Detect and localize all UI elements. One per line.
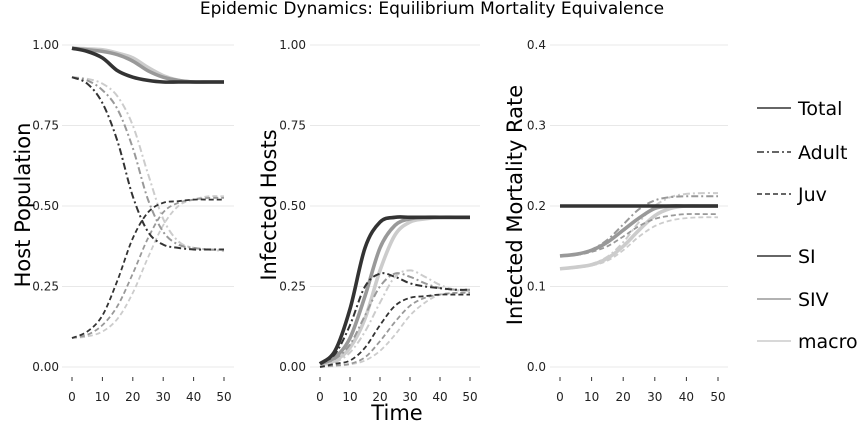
y-tick-label: 0.3 <box>527 119 546 133</box>
y-tick-labels: 0.00 0.25 0.50 0.75 1.00 <box>32 38 59 374</box>
y-tick-label: 0.00 <box>279 360 306 374</box>
series-line-macro-adult <box>559 192 719 270</box>
series-lines <box>318 215 471 368</box>
x-tick-labels: 0 10 20 30 40 50 <box>556 377 726 404</box>
series-line-macro-juv <box>71 195 225 339</box>
series-line-siv-adult <box>319 272 471 365</box>
series-line-siv-adult <box>71 76 225 251</box>
series-line-macro-total <box>559 204 718 271</box>
y-tick-label: 0.2 <box>527 199 546 213</box>
series-line-si-total <box>318 215 470 366</box>
y-tick-label: 0.0 <box>527 360 546 374</box>
y-tick-label: 1.00 <box>279 38 306 52</box>
y-axis-label: Host Population <box>11 123 35 288</box>
legend-label-siv: SIV <box>798 289 829 311</box>
series-line-siv-juv <box>319 291 471 368</box>
x-tick-label: 10 <box>95 390 110 404</box>
y-tick-label: 0.1 <box>527 280 546 294</box>
legend-label-macro: macro <box>798 331 858 353</box>
x-tick-label: 0 <box>316 390 324 404</box>
series-line-siv-juv <box>71 196 225 339</box>
y-axis-label: Infected Mortality Rate <box>503 85 527 325</box>
legend: Total Adult Juv SI SIV macro <box>757 98 858 353</box>
grid <box>310 44 480 368</box>
y-tick-label: 0.4 <box>527 38 546 52</box>
x-tick-label: 50 <box>710 390 725 404</box>
x-tick-label: 30 <box>156 390 171 404</box>
x-tick-label: 10 <box>342 390 357 404</box>
y-tick-label: 0.00 <box>32 360 59 374</box>
series-line-si-juv <box>71 198 224 339</box>
x-tick-label: 40 <box>186 390 201 404</box>
series-lines <box>71 46 225 339</box>
x-tick-label: 20 <box>616 390 631 404</box>
series-line-macro-juv <box>559 216 719 270</box>
y-tick-labels: 0.00 0.25 0.50 0.75 1.00 <box>279 38 306 374</box>
x-tick-label: 0 <box>68 390 76 404</box>
series-line-siv-juv <box>559 213 718 257</box>
legend-label-adult: Adult <box>798 142 848 164</box>
chart-title: Epidemic Dynamics: Equilibrium Mortality… <box>200 0 664 19</box>
grid <box>62 44 234 368</box>
x-tick-label: 40 <box>432 390 447 404</box>
legend-label-juv: Juv <box>797 184 827 206</box>
x-tick-label: 40 <box>679 390 694 404</box>
x-tick-label: 50 <box>462 390 477 404</box>
x-tick-label: 30 <box>402 390 417 404</box>
legend-label-total: Total <box>797 98 842 120</box>
series-line-si-adult <box>319 272 471 365</box>
x-axis-label: Time <box>370 401 422 425</box>
series-lines <box>559 192 719 271</box>
y-axis-label: Infected Hosts <box>257 129 281 280</box>
legend-label-si: SI <box>798 246 816 268</box>
y-tick-label: 0.25 <box>32 280 59 294</box>
x-tick-label: 20 <box>125 390 140 404</box>
y-tick-labels: 0.0 0.1 0.2 0.3 0.4 <box>527 38 546 374</box>
y-tick-label: 0.75 <box>32 119 59 133</box>
panel-infected-hosts: 0.00 0.25 0.50 0.75 1.00 0 10 20 30 40 50 Infecte… <box>257 38 480 404</box>
panel-infected-mortality-rate: 0.0 0.1 0.2 0.3 0.4 0 10 20 30 40 50 Infected Mor… <box>503 38 728 404</box>
x-tick-label: 10 <box>584 390 599 404</box>
y-tick-label: 0.25 <box>279 280 306 294</box>
grid <box>550 44 728 368</box>
y-tick-label: 0.50 <box>279 199 306 213</box>
series-line-si-total <box>71 46 224 84</box>
series-line-macro-adult <box>319 269 471 367</box>
series-line-siv-adult <box>559 195 718 257</box>
x-tick-labels: 0 10 20 30 40 50 <box>68 377 232 404</box>
panel-host-population: 0.00 0.25 0.50 0.75 1.00 0 10 20 30 40 50 Host Po… <box>11 38 234 404</box>
x-tick-label: 30 <box>647 390 662 404</box>
x-tick-label: 0 <box>556 390 564 404</box>
x-tick-labels: 0 10 20 30 40 50 <box>316 377 478 404</box>
y-tick-label: 1.00 <box>32 38 59 52</box>
series-line-si-adult <box>71 76 224 251</box>
x-tick-label: 50 <box>216 390 231 404</box>
x-tick-label: 20 <box>372 390 387 404</box>
series-line-macro-adult <box>71 76 225 253</box>
series-line-si-juv <box>319 293 470 368</box>
y-tick-label: 0.75 <box>279 119 306 133</box>
y-tick-label: 0.50 <box>32 199 59 213</box>
